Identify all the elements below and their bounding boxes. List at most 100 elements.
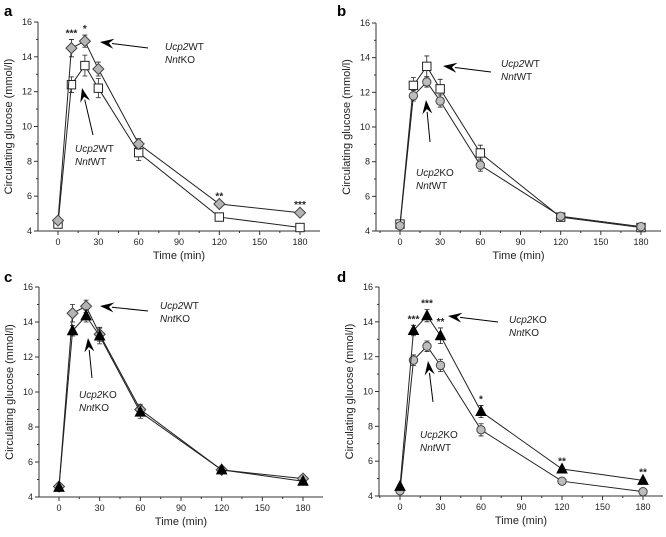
data-point-circle bbox=[475, 160, 486, 170]
arrow-line bbox=[426, 111, 431, 143]
genotype: WT bbox=[524, 59, 540, 70]
significance-label: ** bbox=[437, 317, 445, 328]
genotype: KO bbox=[181, 55, 196, 66]
annotation-line2: NntWT bbox=[501, 72, 532, 83]
arrow-head-icon bbox=[443, 62, 458, 73]
y-tick-label: 4 bbox=[365, 226, 370, 236]
annotation-line1: Ucp2KO bbox=[79, 390, 117, 401]
data-point-circle bbox=[557, 476, 567, 486]
x-axis-label: Time (min) bbox=[155, 516, 207, 528]
x-tick-label: 60 bbox=[476, 502, 486, 512]
data-point-triangle bbox=[80, 309, 92, 321]
data-point-circle bbox=[636, 221, 646, 232]
y-tick-label: 8 bbox=[28, 422, 33, 432]
data-point-square bbox=[475, 148, 486, 158]
y-tick-label: 16 bbox=[22, 17, 32, 27]
data-point-circle bbox=[435, 96, 445, 106]
gene-name: Nnt bbox=[160, 314, 177, 325]
annotation-line1: Ucp2WT bbox=[160, 301, 199, 312]
series-triangle: ************* bbox=[394, 299, 649, 491]
data-point-diamond bbox=[132, 137, 145, 151]
series-line bbox=[399, 81, 642, 228]
significance-label: ** bbox=[215, 191, 223, 202]
y-tick-label: 4 bbox=[28, 492, 33, 502]
arrow-line bbox=[84, 99, 94, 136]
series-line bbox=[399, 345, 644, 493]
arrow-line bbox=[428, 372, 434, 403]
data-point-square bbox=[214, 212, 225, 222]
series-triangle bbox=[53, 309, 309, 492]
panel-d: d 4 6 8 10 12 14 16 0 30 60 90 120 150 180 Time (min) Ci… bbox=[337, 269, 663, 527]
data-point-diamond bbox=[66, 307, 79, 320]
y-tick-label: 10 bbox=[360, 122, 370, 132]
panel-letter: a bbox=[4, 3, 13, 20]
data-point-triangle bbox=[421, 309, 433, 321]
annotation-line2: NntKO bbox=[509, 328, 539, 339]
data-point-triangle bbox=[637, 473, 649, 485]
x-tick-label: 30 bbox=[93, 237, 103, 247]
genotype-annotation: Ucp2WT NntWT bbox=[443, 59, 540, 83]
y-tick-label: 16 bbox=[23, 282, 33, 292]
x-tick-label: 150 bbox=[252, 237, 267, 247]
genotype: KO bbox=[176, 314, 191, 325]
data-point-circle bbox=[408, 91, 419, 101]
significance-label: *** bbox=[408, 314, 420, 325]
y-axis-label: Circulating glucose (mmol/l) bbox=[4, 324, 16, 460]
significance-label: *** bbox=[66, 28, 78, 39]
annotation-line2: NntKO bbox=[165, 55, 195, 66]
x-tick-label: 0 bbox=[55, 237, 60, 247]
data-point-square bbox=[295, 222, 305, 233]
series-circle bbox=[395, 76, 646, 232]
arrow-head-icon bbox=[448, 312, 463, 323]
y-axis-label: Circulating glucose (mmol/l) bbox=[341, 59, 353, 195]
significance-label: ** bbox=[639, 468, 647, 479]
arrow-line bbox=[88, 349, 93, 379]
data-point-circle bbox=[476, 425, 486, 435]
y-tick-label: 4 bbox=[368, 491, 373, 501]
y-tick-label: 12 bbox=[360, 87, 370, 97]
data-point-triangle bbox=[93, 329, 106, 341]
data-point-square bbox=[93, 83, 104, 93]
x-tick-label: 0 bbox=[56, 503, 61, 513]
data-point-triangle bbox=[394, 479, 406, 491]
data-point-triangle bbox=[297, 474, 309, 486]
y-tick-label: 8 bbox=[365, 157, 370, 167]
data-point-circle bbox=[422, 77, 432, 87]
x-tick-label: 30 bbox=[435, 502, 445, 512]
annotation-line2: NntWT bbox=[416, 181, 447, 192]
annotation-line1: Ucp2WT bbox=[501, 59, 540, 70]
x-tick-label: 90 bbox=[516, 502, 526, 512]
gene-name: Nnt bbox=[420, 443, 437, 454]
y-tick-label: 14 bbox=[23, 317, 33, 327]
annotation-line2: NntKO bbox=[79, 403, 109, 414]
annotation-line1: Ucp2KO bbox=[420, 430, 458, 441]
gene-name: Ucp2 bbox=[165, 42, 189, 53]
data-point-triangle bbox=[215, 463, 228, 475]
y-tick-label: 14 bbox=[360, 53, 370, 63]
arrow-head-icon bbox=[424, 361, 435, 376]
y-tick-label: 10 bbox=[363, 387, 373, 397]
y-tick-label: 14 bbox=[22, 52, 32, 62]
genotype: KO bbox=[525, 328, 540, 339]
y-tick-label: 6 bbox=[28, 457, 33, 467]
genotype: KO bbox=[102, 390, 117, 401]
data-point-triangle bbox=[407, 323, 420, 336]
arrow-line bbox=[111, 306, 149, 312]
x-tick-label: 120 bbox=[214, 503, 229, 513]
gene-name: Ucp2 bbox=[509, 315, 533, 326]
x-tick-label: 30 bbox=[435, 237, 445, 247]
data-point-square bbox=[80, 60, 90, 71]
annotation-line1: Ucp2WT bbox=[165, 42, 204, 53]
data-point-square bbox=[66, 80, 77, 90]
x-tick-label: 150 bbox=[595, 502, 610, 512]
y-tick-label: 12 bbox=[363, 352, 373, 362]
data-point-diamond bbox=[92, 62, 105, 76]
gene-name: Ucp2 bbox=[416, 168, 440, 179]
data-point-triangle bbox=[434, 329, 447, 341]
x-tick-label: 120 bbox=[553, 237, 568, 247]
y-tick-label: 16 bbox=[360, 18, 370, 28]
gene-name: Ucp2 bbox=[79, 390, 103, 401]
